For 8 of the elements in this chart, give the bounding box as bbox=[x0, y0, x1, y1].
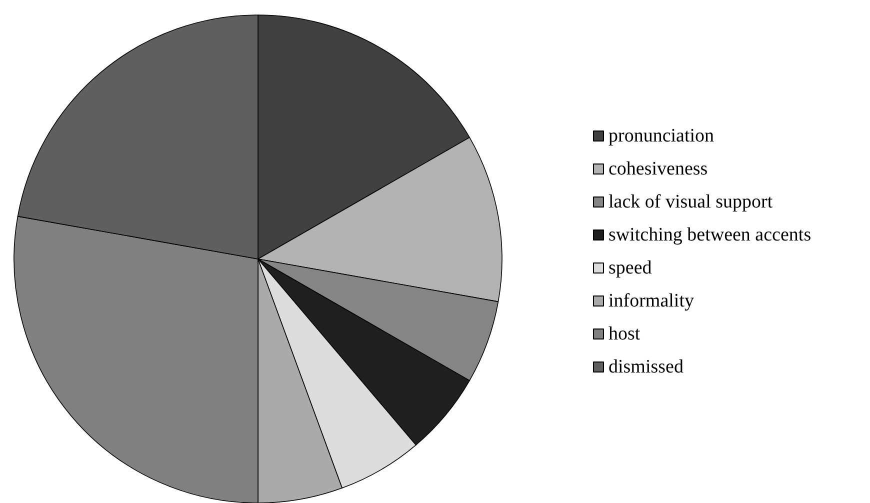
legend-label: host bbox=[608, 324, 641, 344]
legend-label: switching between accents bbox=[608, 224, 812, 246]
legend-label: lack of visual support bbox=[608, 192, 774, 212]
legend-label: pronunciation bbox=[608, 126, 715, 146]
legend-label: speed bbox=[608, 258, 652, 278]
legend-label: informality bbox=[608, 290, 694, 312]
legend-label: dismissed bbox=[608, 356, 684, 378]
legend-label: cohesiveness bbox=[608, 158, 708, 180]
